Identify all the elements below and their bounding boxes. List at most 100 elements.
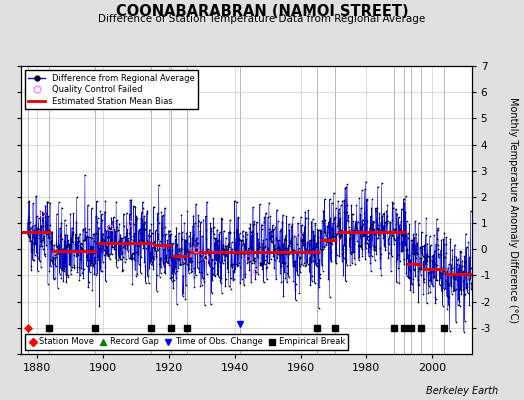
Point xyxy=(206,247,214,254)
Point xyxy=(265,260,274,266)
Point xyxy=(394,264,402,271)
Point xyxy=(209,271,217,278)
Point xyxy=(169,285,178,292)
Point xyxy=(67,234,75,241)
Point xyxy=(401,241,410,247)
Point xyxy=(296,254,304,260)
Point xyxy=(33,253,41,260)
Point xyxy=(464,239,473,246)
Point xyxy=(289,277,298,284)
Point xyxy=(252,267,260,274)
Point xyxy=(115,256,124,262)
Point xyxy=(34,214,42,221)
Point xyxy=(203,199,211,205)
Point xyxy=(266,229,274,235)
Point xyxy=(270,257,279,263)
Point xyxy=(29,200,37,207)
Point xyxy=(190,220,199,226)
Point xyxy=(464,268,472,275)
Point xyxy=(149,266,158,272)
Point xyxy=(185,266,193,272)
Point xyxy=(240,241,248,247)
Point xyxy=(187,259,195,266)
Point xyxy=(92,240,100,246)
Point xyxy=(294,232,302,238)
Point xyxy=(56,233,64,239)
Point xyxy=(425,233,434,239)
Point xyxy=(146,250,155,256)
Point xyxy=(40,233,48,239)
Point xyxy=(252,264,260,271)
Point xyxy=(423,252,432,259)
Point xyxy=(103,252,111,258)
Point xyxy=(35,235,43,241)
Point xyxy=(52,240,61,246)
Point xyxy=(211,260,219,266)
Point xyxy=(464,290,472,296)
Point xyxy=(45,235,53,241)
Point xyxy=(386,219,394,225)
Point xyxy=(454,296,463,302)
Point xyxy=(78,270,86,276)
Point xyxy=(411,218,419,224)
Point xyxy=(60,266,69,272)
Point xyxy=(41,252,49,259)
Point xyxy=(111,233,119,240)
Point xyxy=(69,252,78,259)
Point xyxy=(221,250,229,257)
Point xyxy=(413,277,422,283)
Point xyxy=(299,236,307,242)
Point xyxy=(417,272,425,278)
Point xyxy=(369,228,378,234)
Point xyxy=(56,270,64,277)
Point xyxy=(326,257,335,264)
Point xyxy=(260,214,268,220)
Point xyxy=(51,275,59,282)
Point xyxy=(114,227,122,234)
Point xyxy=(457,270,466,276)
Point xyxy=(326,225,335,231)
Point xyxy=(372,217,380,224)
Point xyxy=(277,226,285,232)
Point xyxy=(238,242,246,248)
Point xyxy=(454,265,463,272)
Point xyxy=(457,267,465,274)
Point xyxy=(376,265,385,272)
Point xyxy=(365,253,373,260)
Point xyxy=(101,198,110,204)
Point xyxy=(229,277,237,283)
Point xyxy=(353,226,361,233)
Text: Difference of Station Temperature Data from Regional Average: Difference of Station Temperature Data f… xyxy=(99,14,425,24)
Point xyxy=(47,263,55,270)
Point xyxy=(433,277,441,283)
Point xyxy=(57,220,65,226)
Point xyxy=(233,263,242,270)
Point xyxy=(187,254,195,261)
Point xyxy=(390,237,399,243)
Point xyxy=(419,291,428,298)
Point xyxy=(422,255,431,261)
Point xyxy=(184,248,192,254)
Point xyxy=(412,255,420,262)
Point xyxy=(238,228,247,234)
Point xyxy=(54,199,63,206)
Point xyxy=(49,276,58,282)
Point xyxy=(60,217,69,223)
Point xyxy=(162,259,171,266)
Point xyxy=(381,228,390,235)
Point xyxy=(455,298,463,304)
Point xyxy=(438,280,446,286)
Point xyxy=(114,238,123,244)
Point xyxy=(213,237,222,244)
Point xyxy=(156,274,164,280)
Point xyxy=(446,238,455,245)
Point xyxy=(344,214,353,220)
Point xyxy=(323,223,331,229)
Point xyxy=(463,244,471,250)
Point xyxy=(60,268,68,275)
Point xyxy=(272,207,281,213)
Point xyxy=(247,229,255,235)
Point xyxy=(366,222,375,229)
Point xyxy=(427,257,435,263)
Point xyxy=(264,214,272,220)
